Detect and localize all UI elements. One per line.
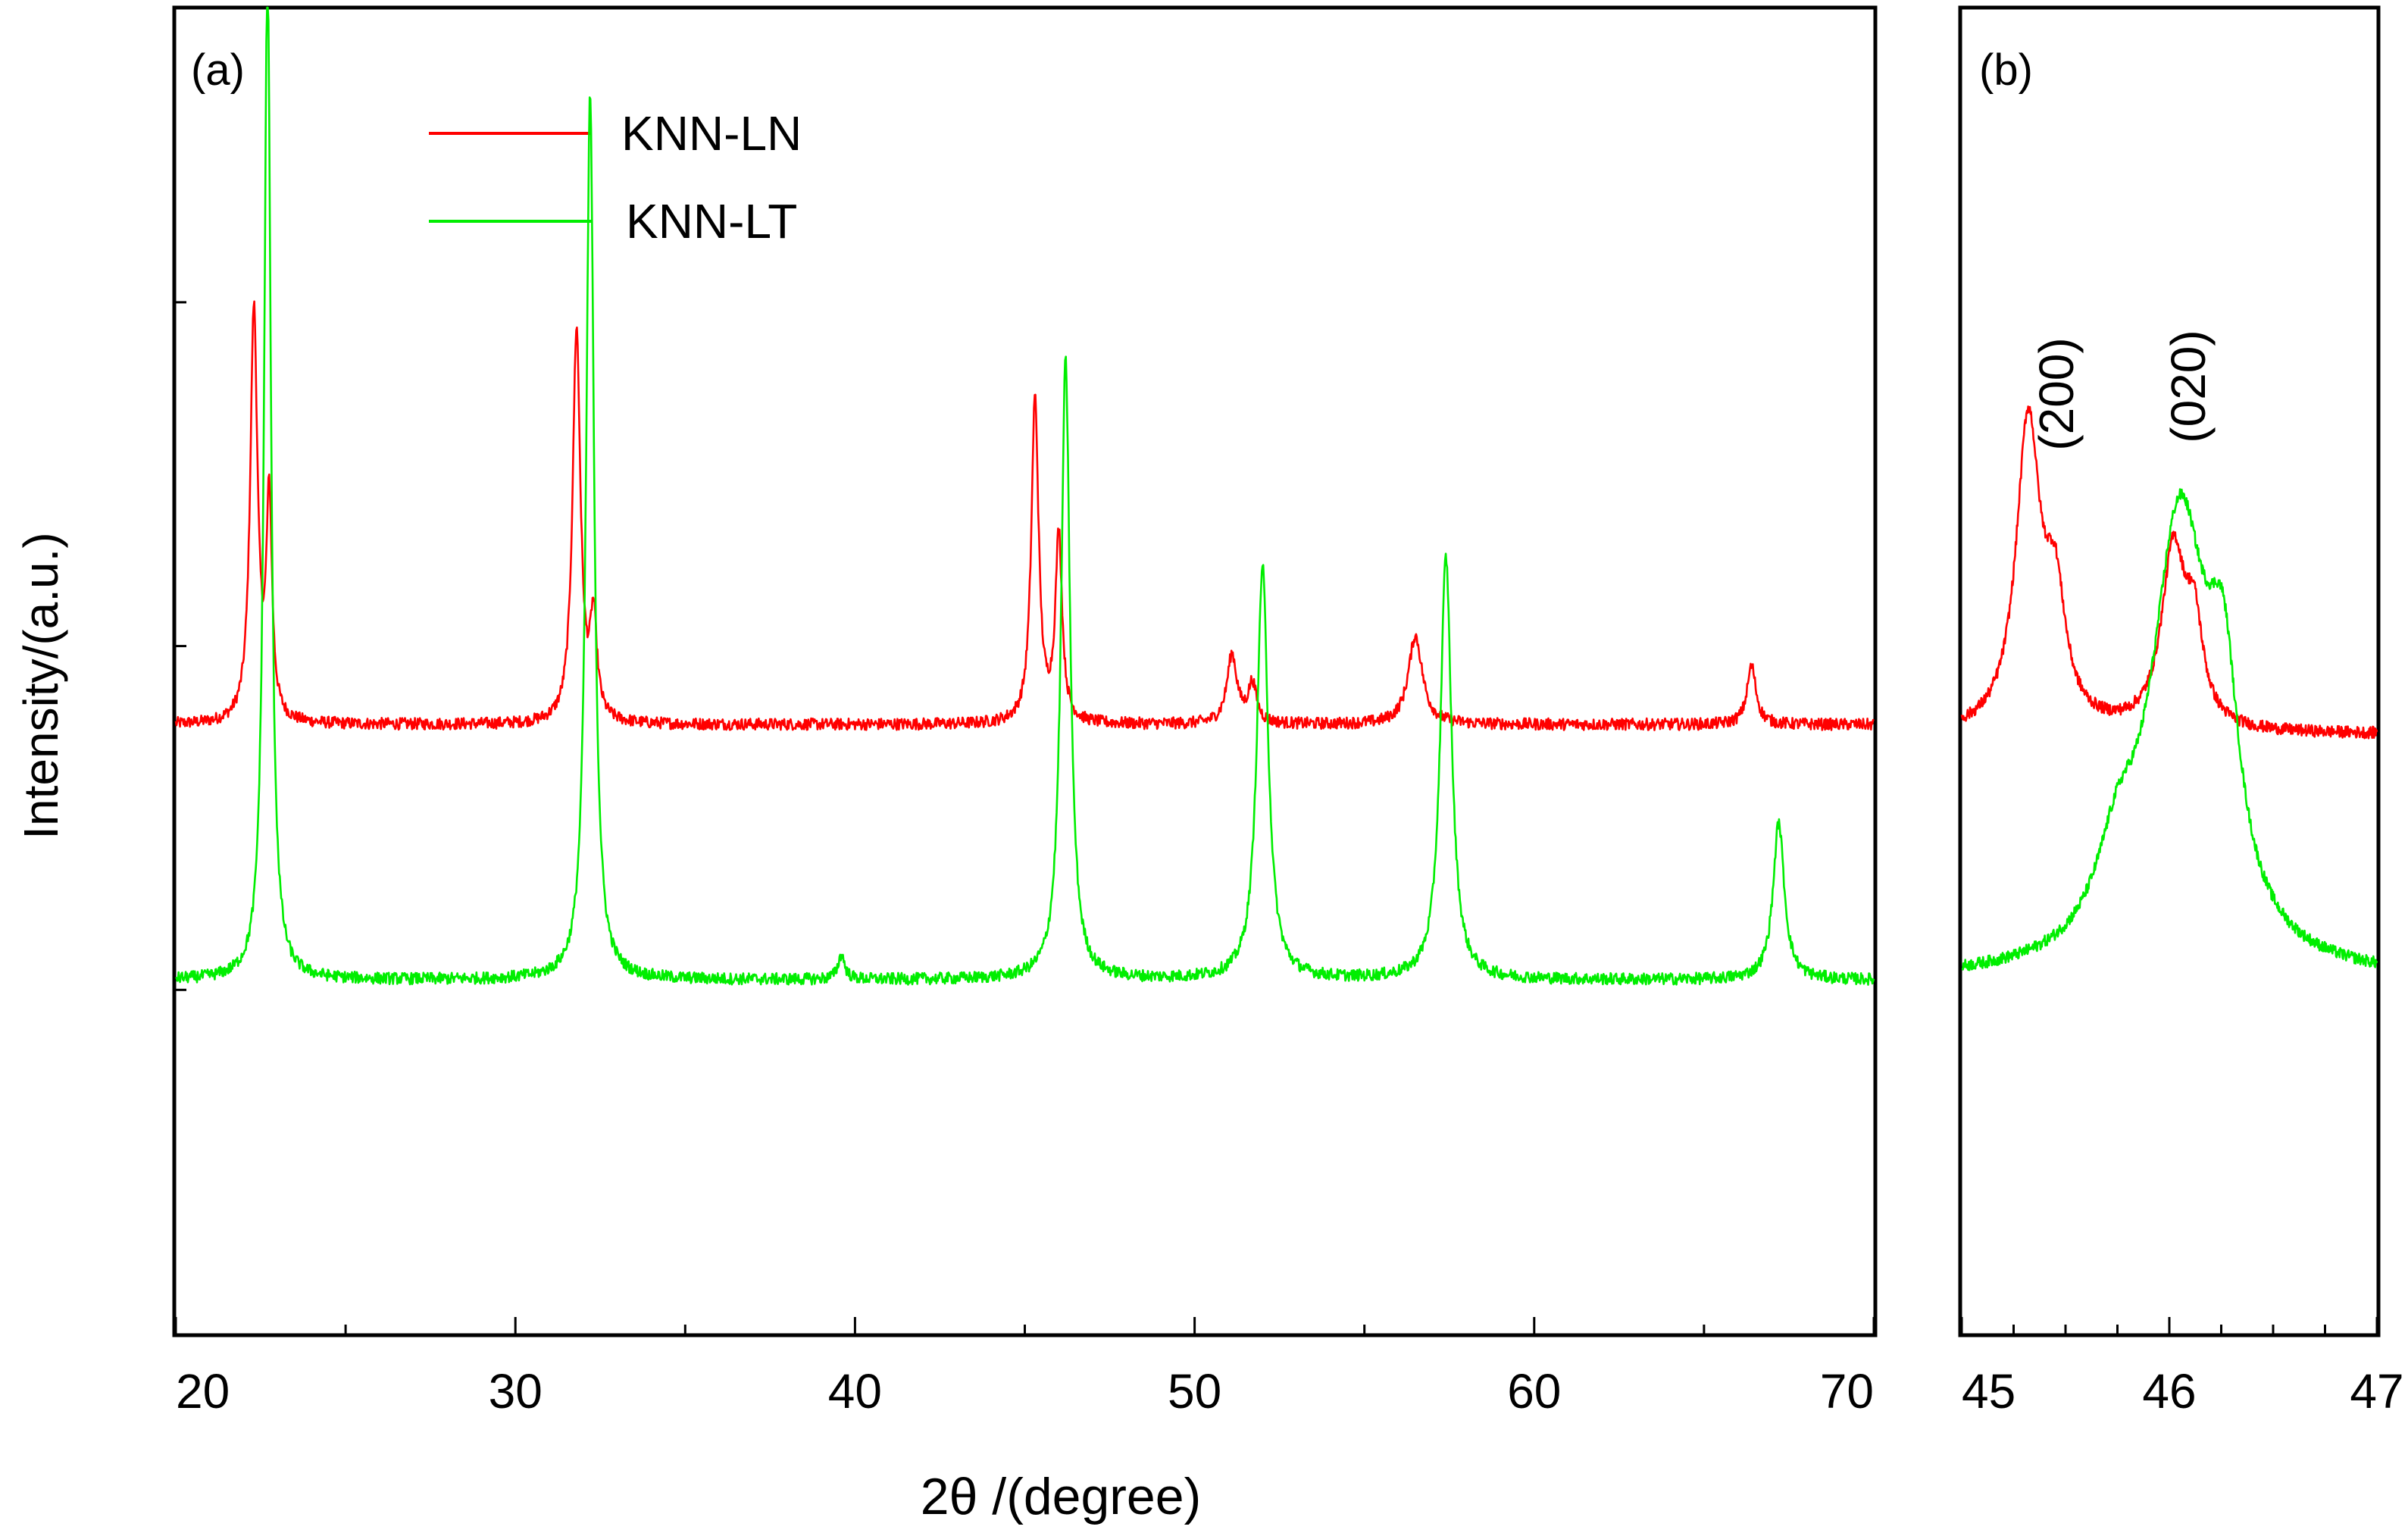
panel-a: (a) KNN-LN KNN-LT 20 30 40 50 60 70 Intensity… [14, 5, 1878, 1525]
x-tick-label: 40 [828, 1364, 882, 1419]
series-line-knn-ln [174, 300, 1875, 731]
panel-b-tick-labels: 45 46 47 [1962, 1364, 2404, 1419]
x-tick-label: 20 [176, 1364, 230, 1419]
panel-a-label: (a) [191, 45, 245, 95]
series-line-knn-lt [1961, 488, 2378, 971]
annotation-020: (020) [2161, 330, 2216, 443]
panel-b-ticks [1960, 1317, 2378, 1334]
panel-b-label: (b) [1979, 45, 2033, 95]
x-axis-label: 2θ /(degree) [921, 1468, 1201, 1525]
series-line-knn-lt [175, 6, 1875, 986]
x-tick-label: 30 [489, 1364, 543, 1419]
panel-b-frame [1958, 5, 2381, 1337]
panel-a-series [174, 6, 1875, 986]
legend-label-knn-lt: KNN-LT [626, 194, 797, 249]
y-axis-label: Intensity/(a.u.) [14, 532, 68, 840]
series-line-knn-ln [1960, 405, 2378, 740]
panel-a-frame [172, 5, 1878, 1337]
panel-a-ticks [174, 301, 1875, 1334]
annotation-200: (200) [2029, 337, 2084, 450]
x-tick-label: 46 [2142, 1364, 2196, 1419]
panel-b-series [1960, 405, 2378, 971]
legend: KNN-LN KNN-LT [429, 106, 802, 249]
x-tick-label: 60 [1507, 1364, 1561, 1419]
x-tick-label: 50 [1168, 1364, 1221, 1419]
panel-b: (b) (200) (020) 45 46 47 [1958, 5, 2404, 1419]
x-tick-label: 70 [1820, 1364, 1874, 1419]
legend-label-knn-ln: KNN-LN [621, 106, 802, 161]
x-tick-label: 47 [2350, 1364, 2403, 1419]
x-tick-label: 45 [1962, 1364, 2016, 1419]
panel-a-tick-labels: 20 30 40 50 60 70 [176, 1364, 1874, 1419]
